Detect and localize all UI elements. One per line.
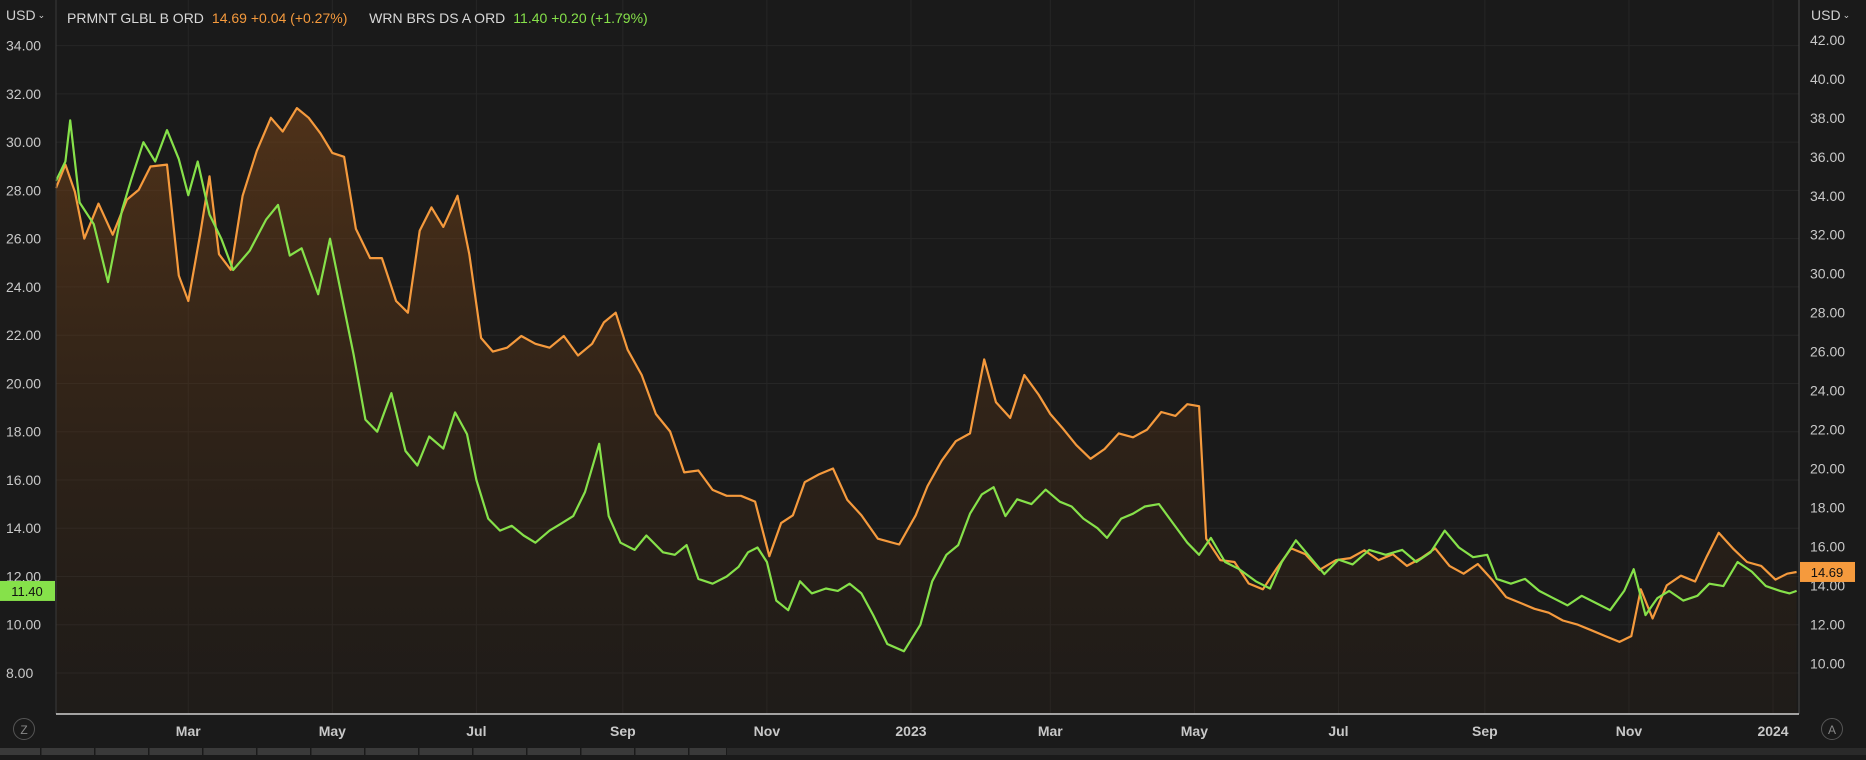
x-tick-label: Jul xyxy=(1328,723,1348,739)
x-tick-label: May xyxy=(319,723,346,739)
x-tick-label: Mar xyxy=(1038,723,1063,739)
legend-series-name[interactable]: WRN BRS DS A ORD xyxy=(369,10,506,26)
y-tick-label-left: 8.00 xyxy=(6,665,33,681)
y-tick-label-left: 28.00 xyxy=(6,182,41,198)
navigator-segment xyxy=(312,748,365,755)
left-y-axis: 8.00 10.00 12.00 14.00 16.00 18.00 20.00 22.00 2… xyxy=(6,38,41,681)
series-area-fill xyxy=(56,108,1797,715)
y-tick-label-left: 20.00 xyxy=(6,375,41,391)
y-tick-label-right: 10.00 xyxy=(1810,655,1845,671)
y-tick-label-right: 34.00 xyxy=(1810,188,1845,204)
navigator-segment xyxy=(582,748,635,755)
y-tick-label-right: 24.00 xyxy=(1810,383,1845,399)
x-tick-label: Sep xyxy=(1472,723,1498,739)
x-tick-label: Nov xyxy=(1616,723,1643,739)
navigator-segment xyxy=(528,748,581,755)
y-tick-label-right: 38.00 xyxy=(1810,110,1845,126)
y-tick-label-right: 36.00 xyxy=(1810,149,1845,165)
chevron-down-icon: ⌄ xyxy=(1842,10,1851,20)
y-tick-label-right: 40.00 xyxy=(1810,71,1845,87)
y-tick-label-right: 22.00 xyxy=(1810,422,1845,438)
x-tick-label: Sep xyxy=(610,723,636,739)
last-value-text: 14.69 xyxy=(1811,565,1844,580)
y-tick-label-left: 16.00 xyxy=(6,472,41,488)
navigator-segment xyxy=(0,748,41,755)
y-tick-label-left: 14.00 xyxy=(6,520,41,536)
navigator-segment xyxy=(150,748,203,755)
last-value-badge xyxy=(0,580,55,601)
legend-series-name[interactable]: PRMNT GLBL B ORD xyxy=(67,10,204,26)
y-tick-label-right: 18.00 xyxy=(1810,499,1845,515)
y-tick-label-left: 34.00 xyxy=(6,38,41,54)
navigator-segment xyxy=(690,748,727,755)
legend-series-last: 11.40 xyxy=(513,10,548,26)
right-y-axis: 10.0012.0014.0016.0018.0020.0022.0024.00… xyxy=(1810,32,1845,671)
y-tick-label-left: 30.00 xyxy=(6,134,41,150)
x-tick-label: Nov xyxy=(754,723,781,739)
y-tick-label-right: 12.00 xyxy=(1810,616,1845,632)
x-tick-label: 2024 xyxy=(1757,723,1788,739)
last-value-badge xyxy=(1800,561,1855,582)
legend-series-change: +0.20 (+1.79%) xyxy=(551,10,648,26)
y-tick-label-right: 32.00 xyxy=(1810,227,1845,243)
y-tick-label-left: 18.00 xyxy=(6,424,41,440)
legend-series-last: 14.69 xyxy=(211,10,247,26)
x-axis: Mar May Jul Sep Nov 2023 Mar May Jul Sep Nov 2024 xyxy=(176,723,1789,739)
x-tick-label: 2023 xyxy=(895,723,926,739)
y-tick-label-left: 12.00 xyxy=(6,568,41,584)
navigator-segment xyxy=(636,748,689,755)
y-tick-label-left: 10.00 xyxy=(6,617,41,633)
navigator-segment xyxy=(420,748,473,755)
y-tick-label-right: 42.00 xyxy=(1810,32,1845,48)
y-tick-label-right: 26.00 xyxy=(1810,344,1845,360)
auto-scale-button[interactable]: A xyxy=(1821,718,1843,740)
navigator-segment xyxy=(96,748,149,755)
right-currency-label: USD xyxy=(1811,7,1841,23)
last-value-labels: 14.69 11.40 xyxy=(0,561,1855,601)
navigator-scrollbar[interactable] xyxy=(0,748,1866,755)
zoom-button[interactable]: Z xyxy=(13,718,35,740)
last-value-text: 11.40 xyxy=(11,584,43,599)
navigator-segment xyxy=(204,748,257,755)
chart-header: USD ⌄ PRMNT GLBL B ORD 14.69 +0.04 (+0.27%… xyxy=(0,0,1866,36)
x-tick-label: May xyxy=(1181,723,1208,739)
left-currency-selector[interactable]: USD ⌄ xyxy=(6,7,45,23)
y-tick-label-right: 28.00 xyxy=(1810,305,1845,321)
series-line[interactable] xyxy=(55,119,1797,653)
y-tick-label-right: 30.00 xyxy=(1810,266,1845,282)
navigator-segment xyxy=(42,748,95,755)
navigator-segment xyxy=(474,748,527,755)
series-area xyxy=(56,108,1797,715)
legend: PRMNT GLBL B ORD 14.69 +0.04 (+0.27%) WRN… xyxy=(67,10,648,26)
right-currency-selector[interactable]: USD ⌄ xyxy=(1811,7,1850,23)
navigator-segment xyxy=(258,748,311,755)
left-currency-label: USD xyxy=(6,7,36,23)
y-tick-label-left: 24.00 xyxy=(6,279,41,295)
y-tick-label-left: 22.00 xyxy=(6,327,41,343)
series-line[interactable] xyxy=(54,107,1797,643)
y-tick-label-right: 16.00 xyxy=(1810,538,1845,554)
y-tick-label-right: 20.00 xyxy=(1810,461,1845,477)
chevron-down-icon: ⌄ xyxy=(37,10,46,20)
x-tick-label: Jul xyxy=(466,723,486,739)
x-tick-label: Mar xyxy=(176,723,201,739)
y-tick-label-left: 26.00 xyxy=(6,231,41,247)
y-tick-label-left: 32.00 xyxy=(6,86,41,102)
series-lines xyxy=(54,107,1797,653)
legend-series-change: +0.04 (+0.27%) xyxy=(250,10,348,26)
navigator-segment xyxy=(366,748,419,755)
